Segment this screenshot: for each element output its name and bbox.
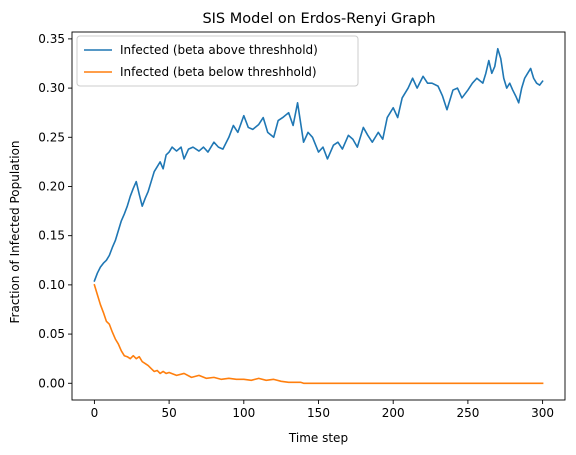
y-tick-label: 0.30 <box>38 81 65 95</box>
x-tick-label: 0 <box>91 406 99 420</box>
y-tick-label: 0.00 <box>38 376 65 390</box>
legend-box <box>76 35 359 87</box>
x-tick-label: 100 <box>232 406 255 420</box>
axes: 0 50 100 150 200 250 300 0.00 0.05 0.10 0.15 0.20 0.… <box>38 31 566 420</box>
y-tick-label: 0.25 <box>38 130 65 144</box>
plot-area <box>93 47 544 385</box>
x-tick-label: 150 <box>307 406 330 420</box>
legend-label-below: Infected (beta below threshhold) <box>120 65 317 79</box>
y-tick-label: 0.10 <box>38 278 65 292</box>
legend-label-above: Infected (beta above threshhold) <box>120 43 318 57</box>
y-tick-label: 0.05 <box>38 327 65 341</box>
legend: Infected (beta above threshhold) Infecte… <box>76 35 359 87</box>
x-axis-label: Time step <box>288 431 348 445</box>
x-tick-label: 300 <box>531 406 554 420</box>
chart-title: SIS Model on Erdos-Renyi Graph <box>202 11 435 27</box>
y-axis-label: Fraction of Infected Population <box>8 140 22 323</box>
series-line-1 <box>93 283 544 385</box>
x-tick-label: 250 <box>456 406 479 420</box>
x-tick-label: 200 <box>382 406 405 420</box>
y-tick-label: 0.20 <box>38 179 65 193</box>
x-tick-label: 50 <box>161 406 176 420</box>
series-line-0 <box>93 47 544 282</box>
y-tick-label: 0.15 <box>38 229 65 243</box>
y-tick-label: 0.35 <box>38 32 65 46</box>
